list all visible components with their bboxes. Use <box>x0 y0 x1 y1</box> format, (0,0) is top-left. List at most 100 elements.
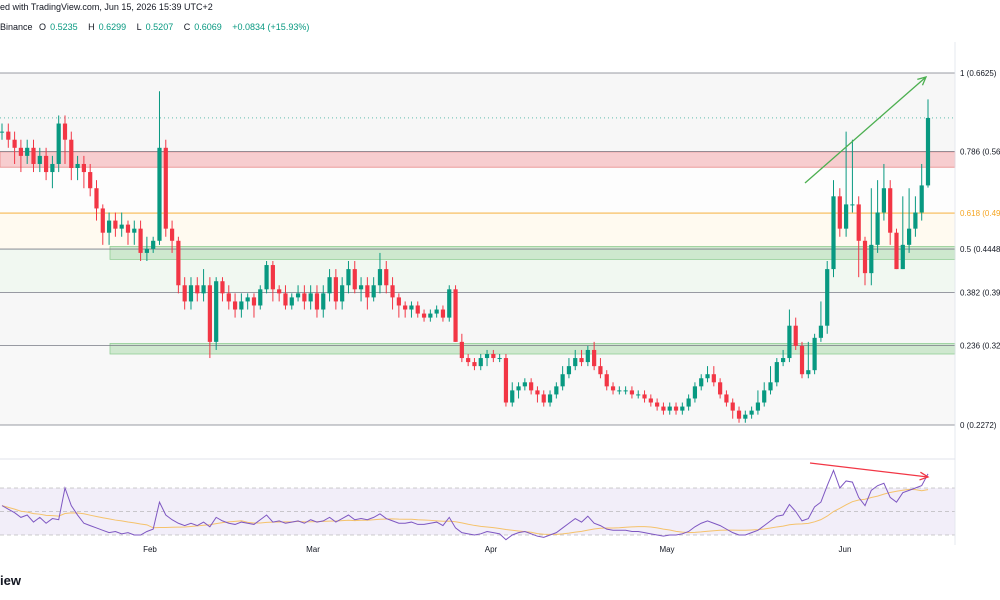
candle-up <box>762 390 767 403</box>
candle-down <box>69 139 74 169</box>
candle-down <box>711 374 716 383</box>
candle-down <box>384 269 389 286</box>
fib-level-label: 0.5 (0.4448 <box>960 245 1000 254</box>
close-label: C <box>183 22 191 32</box>
candle-up <box>258 289 263 306</box>
candle-up <box>346 269 351 286</box>
candle-down <box>314 293 320 310</box>
candle-up <box>755 402 761 411</box>
candle-down <box>12 139 17 148</box>
candle-down <box>352 269 357 290</box>
low-label: L <box>136 22 142 32</box>
candle-down <box>18 147 23 156</box>
candle-down <box>283 293 288 306</box>
candle-up <box>907 228 912 245</box>
candle-up <box>56 123 61 164</box>
candle-up <box>119 224 124 229</box>
candle-down <box>169 228 175 241</box>
candle-up <box>37 155 42 164</box>
candle-down <box>862 240 868 274</box>
candle-down <box>730 402 735 411</box>
candle-up <box>617 390 622 392</box>
candle-down <box>81 163 86 173</box>
candle-down <box>535 390 540 395</box>
high-value: 0.6299 <box>98 22 127 32</box>
candle-up <box>623 390 628 392</box>
candle-down <box>856 204 861 241</box>
x-axis-tick-label: Feb <box>143 545 157 554</box>
candle-down <box>503 358 509 403</box>
candle-down <box>529 382 534 391</box>
ohlc-legend: Binance O 0.5235 H 0.6299 L 0.5207 C 0.6069 … <box>0 22 313 32</box>
candle-down <box>541 394 546 403</box>
candle-down <box>94 188 99 209</box>
candle-up <box>214 281 219 342</box>
candle-down <box>220 281 225 294</box>
candle-down <box>673 406 679 411</box>
candle-down <box>655 402 660 407</box>
candle-up <box>516 386 521 391</box>
candle-up <box>321 293 326 310</box>
candle-down <box>629 390 635 395</box>
candle-down <box>610 386 616 391</box>
fib-level-label: 0.618 (0.49 <box>960 209 1000 218</box>
candle-down <box>736 410 742 419</box>
candle-down <box>888 188 893 233</box>
candle-up <box>768 382 773 391</box>
candle-up <box>239 301 244 310</box>
candle-up <box>289 297 294 306</box>
candle-down <box>453 289 458 342</box>
open-label: O <box>39 22 47 32</box>
candle-down <box>579 358 584 363</box>
candle-up <box>201 285 206 294</box>
candle-up <box>245 297 250 302</box>
ohlc-close: C 0.6069 <box>184 22 226 32</box>
candle-up <box>157 147 162 241</box>
published-caption: ed with TradingView.com, Jun 15, 2026 15… <box>0 2 213 12</box>
candle-up <box>844 204 849 229</box>
candle-down <box>718 382 723 395</box>
candle-up <box>812 337 817 371</box>
candle-down <box>472 362 477 367</box>
candle-up <box>818 325 824 338</box>
candle-down <box>163 147 168 229</box>
candle-down <box>799 345 805 375</box>
close-value: 0.6069 <box>194 22 222 32</box>
exchange-label: Binance <box>0 22 33 32</box>
candle-down <box>113 220 118 229</box>
candle-down <box>125 224 131 233</box>
candle-up <box>869 244 874 274</box>
candle-up <box>554 386 559 395</box>
candle-down <box>604 374 609 387</box>
candle-up <box>705 374 710 379</box>
candle-down <box>100 208 105 233</box>
candle-up <box>409 305 414 310</box>
candle-up <box>478 358 483 367</box>
candle-up <box>340 285 345 302</box>
candle-down <box>598 366 603 375</box>
candle-down <box>661 406 666 411</box>
candle-down <box>491 354 496 359</box>
candle-up <box>50 163 55 173</box>
candle-up <box>787 325 792 359</box>
candle-up <box>699 378 704 387</box>
fib-level-label: 1 (0.6625) <box>960 69 997 78</box>
x-axis-tick-label: May <box>659 545 674 554</box>
candle-up <box>831 196 836 270</box>
candle-up <box>686 398 691 407</box>
candle-down <box>365 285 370 298</box>
candle-up <box>547 394 553 403</box>
candle-up <box>749 410 754 415</box>
candle-down <box>421 313 427 318</box>
fib-band <box>0 345 955 425</box>
rsi-line <box>1 468 929 541</box>
candle-down <box>302 293 307 302</box>
resistance-zone <box>0 151 956 168</box>
candle-down <box>592 349 597 367</box>
candle-down <box>62 123 68 140</box>
rsi-ma-line <box>1 488 929 535</box>
candle-up <box>132 228 137 233</box>
candle-up <box>371 285 376 298</box>
candle-up <box>434 309 439 314</box>
